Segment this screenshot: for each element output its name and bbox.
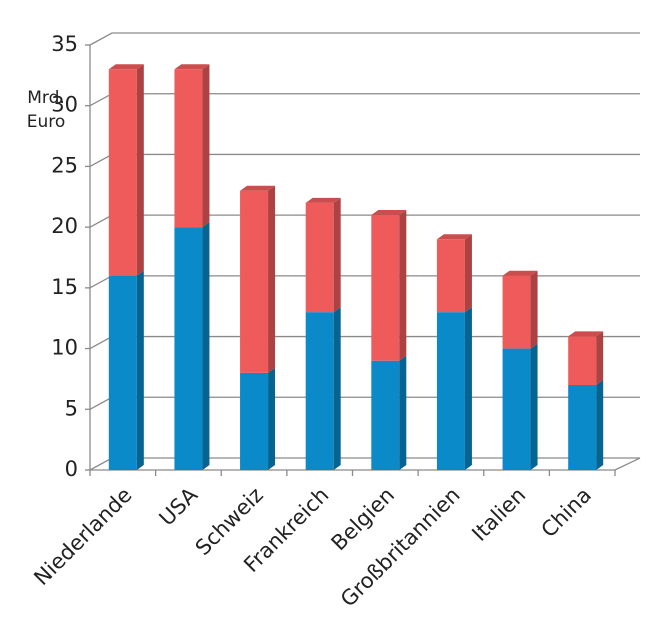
grid-line xyxy=(89,214,640,228)
bar-side xyxy=(596,331,604,385)
bar-side xyxy=(399,210,407,361)
x-tick-label: Niederlande xyxy=(29,483,136,590)
bar-front xyxy=(502,348,531,470)
x-tick-label: USA xyxy=(155,482,203,530)
bar-segment xyxy=(305,307,341,470)
floor xyxy=(90,457,641,471)
bar-side xyxy=(202,222,210,470)
bar-top xyxy=(436,234,472,240)
grid-line xyxy=(89,457,640,471)
y-tick-label: 15 xyxy=(51,275,78,299)
bar-top xyxy=(502,270,538,276)
bar-front xyxy=(371,360,400,470)
y-tick-label: 0 xyxy=(65,457,78,481)
bar-segment xyxy=(174,222,210,470)
bar-side xyxy=(136,270,144,470)
bar-front xyxy=(371,215,400,361)
bar-front xyxy=(436,312,465,470)
bar-segment xyxy=(568,331,604,385)
bar-front xyxy=(305,202,334,313)
bar-side xyxy=(464,234,472,313)
grid-line xyxy=(89,153,640,167)
y-tick-label: 5 xyxy=(65,396,78,420)
bar-front xyxy=(568,385,597,470)
bar-side xyxy=(202,64,210,228)
bar-segment xyxy=(502,343,538,470)
bar-side xyxy=(530,343,538,470)
bar-segment xyxy=(371,355,407,470)
y-tick-label: 10 xyxy=(51,336,78,360)
y-tick-label: 30 xyxy=(51,93,78,117)
bar-segment xyxy=(240,367,276,470)
bar-front xyxy=(502,275,531,349)
bar-front xyxy=(568,336,597,385)
x-tick-label: China xyxy=(537,483,596,542)
bar-segment xyxy=(371,210,407,361)
x-tick-label: Großbritannien xyxy=(336,483,465,612)
bar-segment xyxy=(108,64,144,276)
bar-front xyxy=(240,190,269,373)
grid-line xyxy=(89,396,640,410)
bar-segment xyxy=(240,185,276,373)
bar-segment xyxy=(436,307,472,470)
bar-side xyxy=(333,307,341,470)
y-tick-label: 20 xyxy=(51,214,78,238)
bar-top xyxy=(174,64,210,70)
bar-top xyxy=(371,210,407,215)
bar-segment xyxy=(568,380,604,470)
bar-side xyxy=(268,185,276,373)
bar-side xyxy=(464,307,472,470)
y-axis-label: Euro xyxy=(27,112,66,132)
bar-segment xyxy=(436,234,472,313)
bar-side xyxy=(596,380,604,470)
bar-side xyxy=(333,197,341,313)
bar-side xyxy=(530,270,538,349)
bar-segment xyxy=(174,64,210,228)
bar-front xyxy=(108,69,137,276)
bar-front xyxy=(108,275,137,470)
grid-line xyxy=(89,335,640,350)
bar-front xyxy=(436,239,465,313)
x-tick-label: Italien xyxy=(467,483,530,546)
bar-front xyxy=(240,372,269,470)
y-tick-label: 35 xyxy=(51,32,78,56)
bar-side xyxy=(136,64,144,276)
bar-segment xyxy=(108,270,144,470)
bar-top xyxy=(240,185,276,191)
bar-front xyxy=(174,69,203,228)
grid-line xyxy=(89,32,640,46)
bar-side xyxy=(268,367,276,470)
grid-line xyxy=(89,93,640,107)
bar-segment xyxy=(502,270,538,349)
bar-segment xyxy=(305,197,341,313)
bar-front xyxy=(174,227,203,470)
bar-top xyxy=(108,64,144,70)
bar-top xyxy=(568,331,604,337)
y-tick-label: 25 xyxy=(51,153,78,177)
y-axis-label: Mrd. xyxy=(27,88,65,108)
bar-side xyxy=(399,355,407,470)
bar-front xyxy=(305,312,334,470)
bar-top xyxy=(305,197,341,203)
grid-line xyxy=(89,275,640,289)
